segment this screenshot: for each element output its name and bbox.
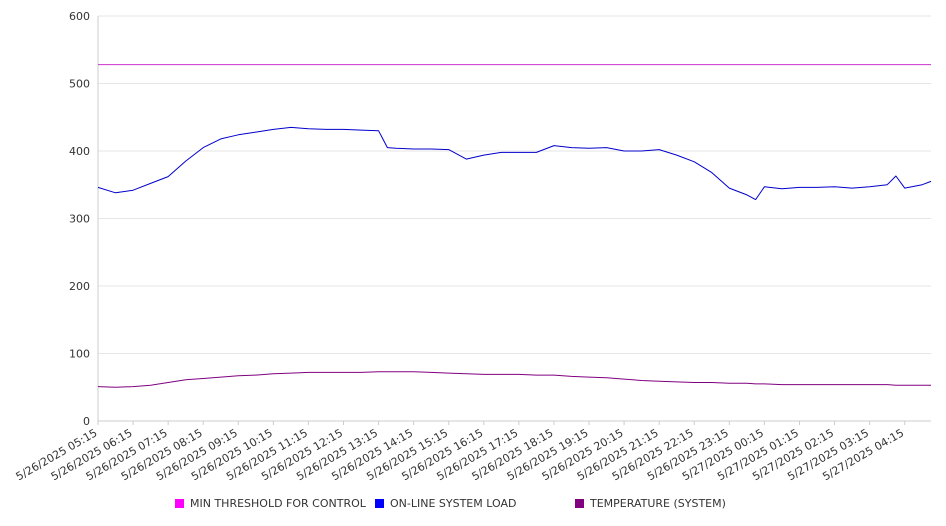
legend-label-temperature: TEMPERATURE (SYSTEM) bbox=[590, 497, 726, 510]
legend-label-system-load: ON-LINE SYSTEM LOAD bbox=[390, 497, 517, 510]
y-tick-label: 0 bbox=[83, 415, 90, 428]
legend-item-temperature[interactable]: TEMPERATURE (SYSTEM) bbox=[575, 497, 726, 510]
x-axis: 5/26/2025 05:155/26/2025 06:155/26/2025 … bbox=[14, 420, 931, 483]
grid-lines bbox=[98, 15, 931, 422]
y-tick-label: 300 bbox=[69, 213, 90, 226]
legend-item-system-load[interactable]: ON-LINE SYSTEM LOAD bbox=[375, 497, 516, 510]
y-tick-label: 500 bbox=[69, 78, 90, 91]
legend-swatch-system-load bbox=[375, 499, 384, 508]
legend: MIN THRESHOLD FOR CONTROL ON-LINE SYSTEM… bbox=[0, 497, 946, 517]
y-tick-label: 400 bbox=[69, 145, 90, 158]
series-group bbox=[97, 64, 932, 388]
legend-swatch-temperature bbox=[575, 499, 584, 508]
series-line-system-load bbox=[97, 126, 932, 201]
legend-swatch-min-threshold bbox=[175, 499, 184, 508]
y-tick-label: 200 bbox=[69, 280, 90, 293]
y-axis: 0 100 200 300 400 500 600 bbox=[69, 10, 99, 428]
legend-item-min-threshold[interactable]: MIN THRESHOLD FOR CONTROL bbox=[175, 497, 366, 510]
series-line-temperature bbox=[97, 371, 931, 388]
y-tick-label: 100 bbox=[69, 348, 90, 361]
y-tick-label: 600 bbox=[69, 10, 90, 23]
legend-label-min-threshold: MIN THRESHOLD FOR CONTROL bbox=[190, 497, 366, 510]
